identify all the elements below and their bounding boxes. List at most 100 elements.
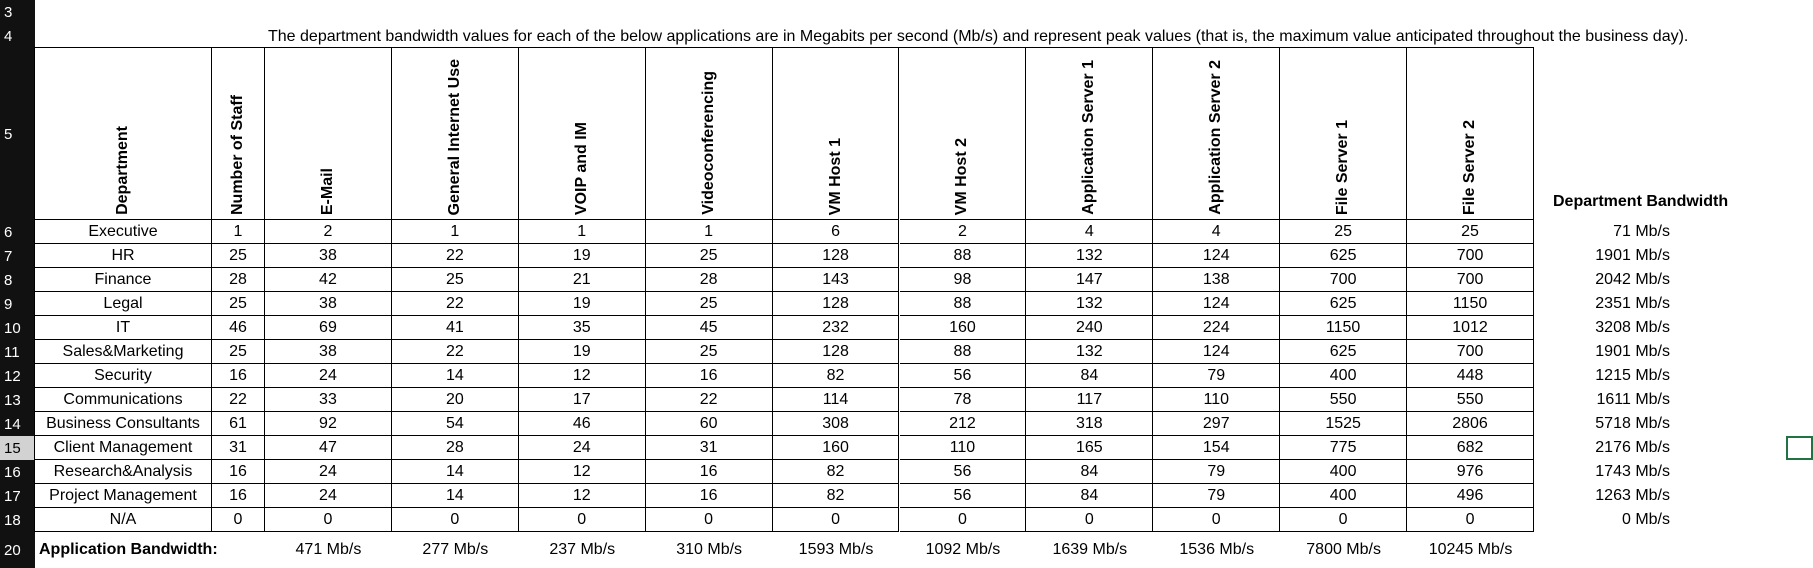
value-cell: 160 — [772, 436, 900, 460]
column-header: File Server 2 — [1407, 48, 1534, 220]
row-number[interactable]: 4 — [0, 25, 35, 48]
row-number[interactable]: 17 — [0, 484, 35, 508]
value-cell: 82 — [772, 484, 900, 508]
total-value: 1092 Mb/s — [925, 541, 1001, 558]
department-cell: IT — [35, 316, 212, 340]
value-cell: 79 — [1153, 364, 1281, 388]
value-cell: 38 — [265, 292, 392, 316]
total-value: 10245 Mb/s — [1428, 541, 1513, 558]
value-cell: 16 — [645, 484, 773, 508]
row-number[interactable]: 13 — [0, 388, 35, 412]
value-cell: 84 — [1026, 484, 1154, 508]
value-cell: 12 — [518, 484, 646, 508]
column-header: Application Server 1 — [1026, 48, 1154, 220]
value-cell: 31 — [645, 436, 773, 460]
row-number[interactable]: 14 — [0, 412, 35, 436]
value-cell: 1150 — [1407, 292, 1534, 316]
totals-label: Application Bandwidth: — [39, 541, 218, 558]
value-cell: 19 — [518, 244, 646, 268]
row-number[interactable]: 11 — [0, 340, 35, 364]
row-number[interactable]: 5 — [0, 48, 35, 220]
department-cell: HR — [35, 244, 212, 268]
column-header: Number of Staff — [212, 48, 265, 220]
row-number[interactable]: 10 — [0, 316, 35, 340]
value-cell: 54 — [391, 412, 519, 436]
value-cell: 22 — [212, 388, 265, 412]
value-cell: 308 — [772, 412, 900, 436]
value-cell: 775 — [1280, 436, 1408, 460]
header-text: VOIP and IM — [572, 121, 590, 215]
total-value: 1593 Mb/s — [798, 541, 874, 558]
value-cell: 79 — [1153, 460, 1281, 484]
total-value: 277 Mb/s — [422, 541, 489, 558]
value-cell: 1 — [518, 220, 646, 244]
value-cell: 0 — [1280, 508, 1408, 532]
row-number[interactable]: 7 — [0, 244, 35, 268]
value-cell: 14 — [391, 460, 519, 484]
value-cell: 0 — [1153, 508, 1281, 532]
header-text: Application Server 2 — [1207, 60, 1225, 215]
value-cell: 98 — [899, 268, 1027, 292]
value-cell: 4 — [1026, 220, 1154, 244]
value-cell: 16 — [212, 484, 265, 508]
department-bandwidth: 3208 Mb/s — [1595, 319, 1670, 336]
department-bandwidth: 5718 Mb/s — [1595, 415, 1670, 432]
value-cell: 0 — [1026, 508, 1154, 532]
value-cell: 625 — [1280, 340, 1408, 364]
row-number[interactable]: 12 — [0, 364, 35, 388]
value-cell: 56 — [899, 364, 1027, 388]
value-cell: 92 — [265, 412, 392, 436]
value-cell: 0 — [1407, 508, 1534, 532]
row-number[interactable]: 6 — [0, 220, 35, 244]
department-cell: Communications — [35, 388, 212, 412]
value-cell: 132 — [1026, 244, 1154, 268]
header-text: File Server 2 — [1461, 119, 1479, 215]
value-cell: 2806 — [1407, 412, 1534, 436]
header-text: Application Server 1 — [1080, 60, 1098, 215]
value-cell: 2 — [899, 220, 1027, 244]
value-cell: 22 — [391, 292, 519, 316]
value-cell: 22 — [391, 244, 519, 268]
row-number[interactable]: 8 — [0, 268, 35, 292]
value-cell: 318 — [1026, 412, 1154, 436]
header-text: E-Mail — [318, 167, 336, 215]
row-number[interactable]: 20 — [0, 532, 35, 568]
department-cell: Project Management — [35, 484, 212, 508]
selected-cell[interactable] — [1786, 436, 1813, 460]
row-number[interactable]: 9 — [0, 292, 35, 316]
department-bandwidth: 1901 Mb/s — [1595, 247, 1670, 264]
row-number[interactable]: 16 — [0, 460, 35, 484]
value-cell: 0 — [899, 508, 1027, 532]
row-number[interactable]: 15 — [0, 436, 35, 460]
value-cell: 25 — [212, 340, 265, 364]
value-cell: 124 — [1153, 292, 1281, 316]
value-cell: 69 — [265, 316, 392, 340]
row-number[interactable]: 18 — [0, 508, 35, 532]
column-header: E-Mail — [265, 48, 392, 220]
value-cell: 22 — [391, 340, 519, 364]
value-cell: 1012 — [1407, 316, 1534, 340]
value-cell: 56 — [899, 484, 1027, 508]
value-cell: 16 — [645, 364, 773, 388]
note: The department bandwidth values for each… — [268, 27, 1689, 45]
department-bandwidth: 71 Mb/s — [1613, 223, 1670, 240]
value-cell: 61 — [212, 412, 265, 436]
department-cell: Research&Analysis — [35, 460, 212, 484]
department-bandwidth: 0 Mb/s — [1621, 511, 1670, 528]
header-text: Department — [114, 126, 131, 215]
total-value: 7800 Mb/s — [1306, 541, 1381, 558]
value-cell: 1 — [645, 220, 773, 244]
row-number[interactable]: 3 — [0, 0, 35, 25]
value-cell: 224 — [1153, 316, 1281, 340]
value-cell: 1525 — [1280, 412, 1408, 436]
value-cell: 46 — [212, 316, 265, 340]
department-bandwidth: 1263 Mb/s — [1595, 487, 1670, 504]
department-bandwidth: 1215 Mb/s — [1595, 367, 1670, 384]
value-cell: 28 — [645, 268, 773, 292]
column-header: Videoconferencing — [645, 48, 773, 220]
value-cell: 0 — [772, 508, 900, 532]
value-cell: 47 — [265, 436, 392, 460]
value-cell: 496 — [1407, 484, 1534, 508]
value-cell: 1 — [212, 220, 265, 244]
